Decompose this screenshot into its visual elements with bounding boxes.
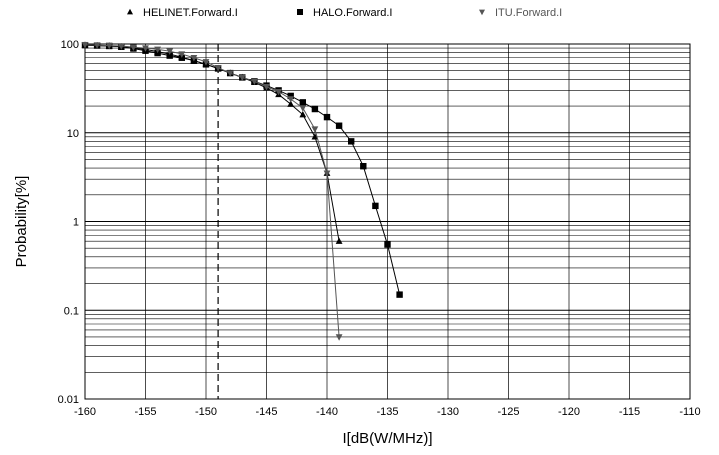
x-tick-label: -155	[134, 406, 156, 418]
data-point	[214, 65, 222, 72]
series-line	[84, 44, 340, 242]
legend: HELINET.Forward.I HALO.Forward.I ITU.Forwa…	[127, 7, 562, 19]
x-tick-label: -115	[619, 406, 640, 418]
y-tick-labels: 0.01 0.1 1 10 100	[58, 39, 79, 406]
legend-entry: HELINET.Forward.I	[127, 7, 238, 19]
data-point	[348, 138, 355, 145]
y-tick-label: 0.1	[64, 305, 79, 317]
data-point	[190, 55, 198, 62]
x-tick-label: -150	[195, 406, 217, 418]
x-tick-labels: -160 -155 -150 -145 -140 -135 -130 -125 -120 -115…	[74, 406, 701, 418]
data-point	[311, 133, 319, 140]
x-tick-label: -145	[255, 406, 277, 418]
data-point	[238, 74, 246, 82]
legend-marker	[297, 9, 303, 15]
data-point	[311, 105, 319, 113]
x-tick-label: -110	[679, 406, 700, 418]
y-axis-title: Probability[%]	[13, 176, 30, 268]
data-point	[287, 92, 294, 100]
series-ITU.Forward.I	[81, 42, 343, 341]
y-tick-label: 1	[73, 217, 79, 229]
y-tick-label: 100	[61, 39, 79, 51]
data-point	[105, 42, 113, 50]
x-tick-label: -130	[437, 406, 459, 418]
series-layer	[81, 41, 403, 341]
data-point	[251, 78, 258, 86]
data-point	[117, 43, 125, 50]
y-tick-label: 10	[67, 128, 79, 140]
data-point	[81, 42, 89, 49]
data-point	[335, 237, 343, 244]
data-point	[226, 70, 234, 77]
data-point	[130, 44, 137, 51]
legend-marker	[127, 8, 133, 15]
legend-entry: ITU.Forward.I	[479, 7, 562, 19]
data-point	[166, 52, 173, 59]
data-point	[396, 291, 403, 298]
data-point	[166, 48, 174, 55]
data-point	[384, 241, 391, 248]
legend-marker	[479, 9, 485, 16]
legend-label: HELINET.Forward.I	[143, 7, 238, 19]
series-line	[84, 44, 340, 338]
data-point	[275, 88, 282, 96]
data-point	[299, 99, 306, 106]
data-point	[287, 100, 295, 107]
data-point	[335, 122, 343, 129]
data-point	[299, 110, 307, 118]
x-axis-title: I[dB(W/MHz)]	[343, 430, 433, 447]
data-point	[299, 105, 307, 112]
x-tick-label: -135	[376, 406, 398, 418]
legend-label: ITU.Forward.I	[495, 7, 562, 19]
y-tick-label: 0.01	[58, 394, 79, 406]
data-point	[323, 113, 331, 121]
data-point	[202, 59, 210, 66]
data-point	[372, 202, 379, 210]
data-point	[93, 42, 101, 49]
data-point	[287, 96, 295, 103]
data-point	[178, 51, 186, 58]
x-tick-label: -120	[558, 406, 580, 418]
legend-entry: HALO.Forward.I	[297, 7, 392, 19]
x-tick-label: -125	[497, 406, 519, 418]
x-tick-label: -160	[74, 406, 96, 418]
data-point	[360, 162, 367, 170]
plot-frame	[84, 43, 691, 400]
legend-label: HALO.Forward.I	[313, 7, 392, 19]
data-point	[142, 45, 149, 52]
x-tick-label: -140	[316, 406, 338, 418]
data-point	[311, 126, 319, 133]
data-point	[154, 46, 161, 54]
data-point	[335, 334, 343, 341]
series-HELINET.Forward.I	[81, 41, 343, 244]
data-point	[263, 84, 270, 91]
data-point	[323, 170, 331, 177]
series-line	[84, 44, 401, 295]
